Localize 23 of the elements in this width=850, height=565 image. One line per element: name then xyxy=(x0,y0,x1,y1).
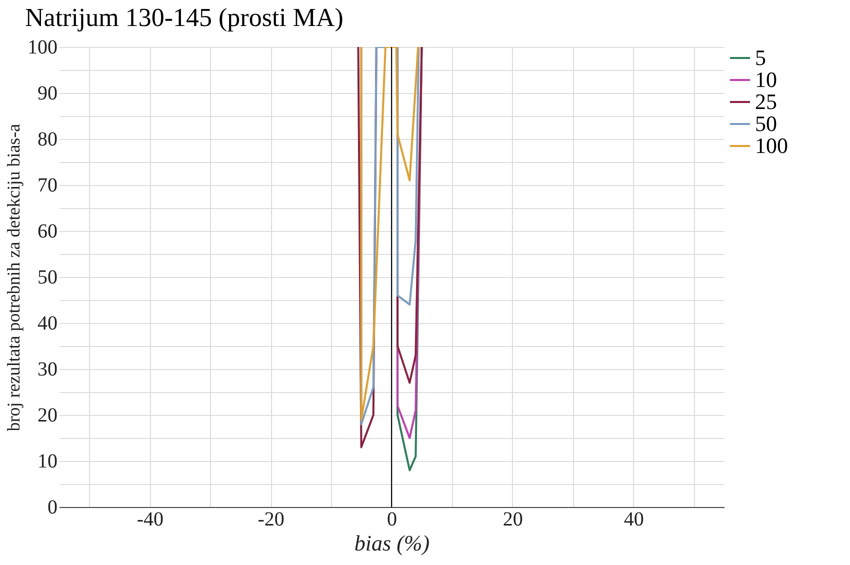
y-tick-label: 60 xyxy=(38,220,58,242)
y-tick-label: 10 xyxy=(38,450,58,472)
y-axis-title: broj rezultata potrebnih za detekciju bias-a xyxy=(4,124,24,432)
y-tick-label: 90 xyxy=(38,82,58,104)
x-tick-label: 0 xyxy=(387,508,397,530)
x-tick-label: 20 xyxy=(502,508,523,530)
x-tick-label: -20 xyxy=(258,508,284,530)
y-tick-label: 20 xyxy=(38,404,58,426)
legend-label: 10 xyxy=(755,67,777,92)
y-tick-label: 100 xyxy=(28,36,58,58)
y-tick-label: 40 xyxy=(38,312,58,334)
x-axis-title: bias (%) xyxy=(354,530,430,556)
legend-label: 100 xyxy=(755,133,788,158)
y-tick-label: 50 xyxy=(38,266,58,288)
y-tick-label: 70 xyxy=(38,174,58,196)
y-tick-label: 80 xyxy=(38,128,58,150)
y-tick-label: 30 xyxy=(38,358,58,380)
legend-label: 25 xyxy=(755,89,777,114)
x-tick-label: -40 xyxy=(136,508,164,530)
legend-label: 50 xyxy=(755,111,777,136)
x-tick-label: 40 xyxy=(624,508,644,530)
legend-label: 5 xyxy=(755,45,766,70)
chart-title: Natrijum 130-145 (prosti MA) xyxy=(25,3,344,32)
